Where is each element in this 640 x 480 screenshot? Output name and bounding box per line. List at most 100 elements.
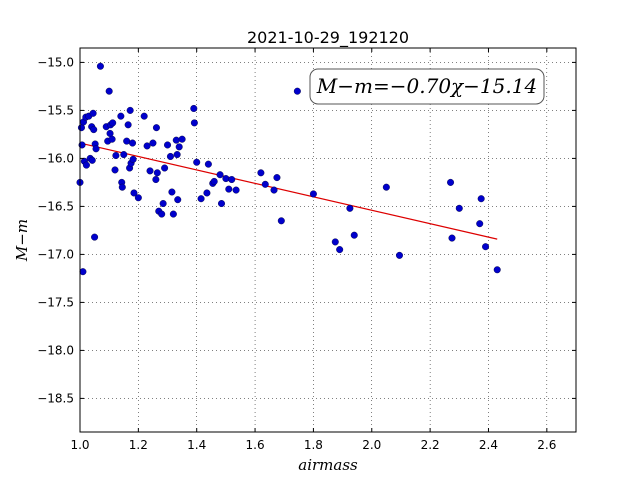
- data-point: [270, 186, 278, 194]
- y-tick-label: −17.5: [37, 295, 74, 309]
- data-point: [222, 175, 230, 183]
- data-point: [89, 109, 97, 117]
- data-point: [120, 151, 128, 159]
- data-point: [172, 136, 180, 144]
- y-tick-label: −15.0: [37, 55, 74, 69]
- data-point: [124, 121, 132, 129]
- data-point: [140, 112, 148, 120]
- data-point: [225, 185, 233, 193]
- x-tick-label: 2.0: [362, 438, 381, 452]
- y-tick-label: −17.0: [37, 247, 74, 261]
- data-point: [164, 141, 172, 149]
- data-point: [273, 174, 281, 182]
- data-point: [129, 139, 137, 147]
- data-point: [336, 246, 344, 254]
- fit-line-group: [79, 142, 498, 240]
- data-point: [149, 139, 157, 147]
- data-point: [193, 158, 201, 166]
- data-point: [293, 87, 301, 95]
- data-point: [197, 195, 205, 203]
- data-point: [126, 106, 134, 114]
- data-point: [455, 204, 463, 212]
- grid: [79, 48, 576, 432]
- data-point: [477, 195, 485, 203]
- fit-equation-box: M−m=−0.70χ−15.14: [309, 68, 545, 105]
- data-point: [161, 164, 169, 172]
- data-point: [216, 171, 224, 179]
- data-point: [346, 204, 354, 212]
- data-point: [112, 152, 120, 160]
- data-point: [173, 151, 181, 159]
- data-point: [493, 266, 501, 274]
- x-tick-label: 1.0: [70, 438, 89, 452]
- data-point: [331, 238, 339, 246]
- data-point: [92, 145, 100, 153]
- x-tick-label: 1.2: [129, 438, 148, 452]
- data-point: [447, 178, 455, 186]
- data-point: [218, 200, 226, 208]
- data-point: [91, 233, 99, 241]
- chart-title: 2021-10-29_192120: [247, 28, 409, 48]
- data-point: [448, 234, 456, 242]
- data-point: [111, 166, 119, 174]
- x-tick-label: 2.6: [537, 438, 556, 452]
- data-point: [158, 210, 166, 218]
- data-point: [228, 176, 236, 184]
- data-point: [105, 87, 113, 95]
- data-point: [257, 169, 265, 177]
- x-tick-label: 2.2: [421, 438, 440, 452]
- data-point: [178, 135, 186, 143]
- data-point: [118, 183, 126, 191]
- data-point: [174, 196, 182, 204]
- data-point: [96, 62, 104, 70]
- x-tick-label: 2.4: [479, 438, 498, 452]
- y-tick-label: −16.0: [37, 151, 74, 165]
- data-point: [232, 186, 240, 194]
- x-axis-label: airmass: [298, 456, 358, 474]
- data-point: [203, 189, 211, 197]
- data-point: [261, 180, 269, 188]
- data-point: [204, 160, 212, 168]
- data-point: [129, 155, 137, 163]
- data-point: [350, 231, 358, 239]
- data-point: [169, 210, 177, 218]
- data-point: [159, 200, 167, 208]
- x-tick-label: 1.8: [304, 438, 323, 452]
- y-tick-label: −18.5: [37, 391, 74, 405]
- data-point: [190, 104, 198, 112]
- data-point: [79, 268, 87, 276]
- data-point: [175, 143, 183, 151]
- fit-equation: M−m=−0.70χ−15.14: [316, 74, 537, 98]
- data-point: [210, 177, 218, 185]
- data-point: [90, 126, 98, 134]
- plot-frame: [79, 47, 577, 433]
- data-point: [123, 137, 131, 145]
- y-tick-label: −15.5: [37, 103, 74, 117]
- data-point: [153, 169, 161, 177]
- x-tick-label: 1.4: [187, 438, 206, 452]
- data-point: [109, 119, 117, 127]
- data-point: [482, 243, 490, 251]
- data-point: [309, 190, 317, 198]
- data-point: [108, 135, 116, 143]
- data-point: [130, 189, 138, 197]
- data-point: [190, 119, 198, 127]
- fit-line: [79, 142, 498, 240]
- data-point: [382, 183, 390, 191]
- y-axis-label: M−m: [13, 219, 31, 262]
- data-point: [88, 156, 96, 164]
- data-point: [152, 124, 160, 132]
- data-point: [152, 176, 160, 184]
- y-tick-label: −18.0: [37, 343, 74, 357]
- y-tick-label: −16.5: [37, 199, 74, 213]
- axis-ticks: 1.0 1.2 1.4 1.6 1.8 2.0 2.2 2.4 2.6 −15.0 −15.5 −16…: [37, 48, 576, 452]
- data-point: [277, 217, 285, 225]
- data-point: [166, 152, 174, 160]
- data-point: [168, 188, 176, 196]
- data-point: [146, 167, 154, 175]
- x-tick-label: 1.6: [246, 438, 265, 452]
- data-point: [143, 142, 151, 150]
- data-point: [395, 251, 403, 259]
- data-point: [82, 161, 90, 169]
